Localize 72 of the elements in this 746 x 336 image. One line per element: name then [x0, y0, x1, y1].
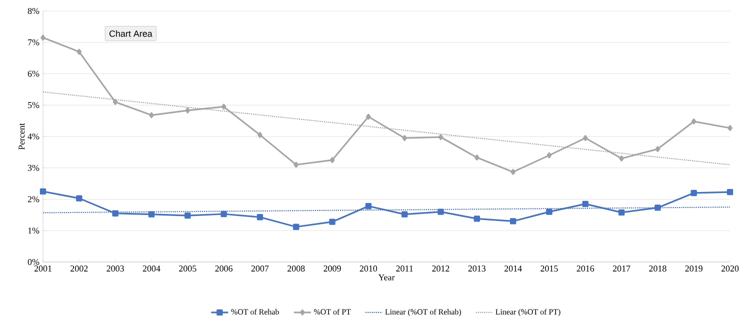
point	[112, 98, 118, 105]
x-tick-label: 2011	[396, 266, 413, 272]
x-tick-label: 2019	[685, 266, 702, 272]
x-axis-title: Year	[378, 274, 395, 280]
x-tick-label: 2012	[432, 266, 450, 272]
point	[220, 210, 227, 218]
x-tick-label: 2020	[721, 266, 739, 272]
point	[40, 188, 46, 194]
point	[293, 224, 300, 230]
point	[510, 218, 516, 224]
point	[474, 216, 480, 222]
point	[185, 107, 190, 114]
point	[655, 146, 660, 152]
point	[294, 162, 299, 168]
point	[474, 154, 480, 161]
x-tick-label: 2009	[324, 266, 341, 272]
point	[112, 210, 118, 216]
y-tick-label: 0%	[28, 258, 40, 266]
y-tick-label: 7%	[28, 39, 40, 46]
point	[438, 208, 444, 215]
x-tick-label: 2017	[612, 266, 630, 272]
point	[329, 218, 336, 225]
x-tick-label: 2016	[576, 266, 594, 272]
point	[258, 132, 262, 138]
point	[256, 214, 264, 220]
point	[582, 200, 588, 208]
y-tick-label: 4%	[28, 133, 40, 140]
point	[546, 208, 552, 215]
x-tick-label: 2008	[288, 266, 305, 272]
point	[76, 195, 82, 202]
point	[546, 152, 552, 158]
y-axis-title: Percent	[18, 123, 25, 150]
x-tick-label: 2015	[540, 266, 558, 272]
y-tick-label: 2%	[28, 196, 40, 202]
point	[438, 134, 444, 140]
point	[76, 48, 82, 55]
point	[728, 125, 732, 132]
point	[510, 168, 516, 175]
point	[40, 34, 46, 41]
point	[619, 155, 624, 162]
x-tick-label: 2004	[142, 266, 160, 272]
x-tick-label: 2007	[251, 266, 269, 272]
point	[654, 204, 661, 211]
y-tick-label: 5%	[28, 102, 40, 108]
point	[691, 118, 696, 124]
point	[365, 203, 372, 210]
x-tick-label: 2003	[106, 266, 124, 272]
x-tick-label: 2010	[360, 266, 378, 272]
y-tick-label: 8%	[28, 8, 40, 14]
point	[690, 190, 697, 196]
point	[726, 188, 734, 196]
point	[330, 157, 335, 164]
x-tick-label: 2002	[70, 266, 88, 272]
point	[184, 212, 191, 219]
point	[149, 112, 154, 118]
x-tick-label: 2005	[179, 266, 196, 272]
point	[402, 135, 408, 142]
point	[401, 211, 408, 218]
x-tick-label: 2006	[215, 266, 232, 272]
point	[366, 114, 371, 120]
x-tick-label: 2018	[649, 266, 666, 272]
y-tick-label: 6%	[28, 70, 40, 77]
point	[618, 209, 625, 216]
y-tick-label: 3%	[28, 164, 40, 171]
annotation: Chart Area	[109, 30, 152, 37]
point	[582, 135, 588, 142]
x-tick-label: 2001	[34, 266, 52, 272]
x-tick-label: 2014	[504, 266, 522, 272]
y-tick-label: 1%	[28, 228, 40, 234]
x-tick-label: 2013	[468, 266, 486, 272]
point	[148, 211, 155, 218]
point	[221, 104, 226, 110]
